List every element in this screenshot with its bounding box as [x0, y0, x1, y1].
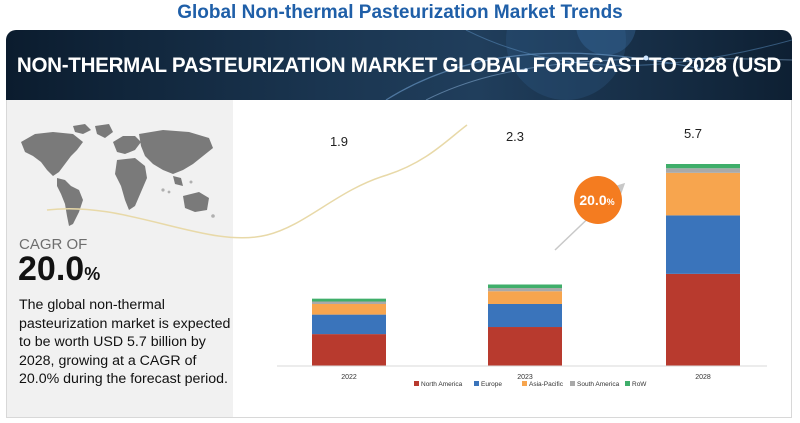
legend-swatch-asia-pacific	[522, 381, 527, 386]
legend-swatch-europe	[474, 381, 479, 386]
cagr-number: 20.0	[18, 250, 85, 288]
legend-label-asia-pacific: Asia-Pacific	[529, 381, 564, 388]
legend-label-south-america: South America	[577, 381, 620, 388]
total-label-2028: 5.7	[684, 126, 702, 141]
total-label-2022: 1.9	[330, 134, 348, 149]
bar-2023-asia-pacific	[488, 291, 562, 304]
bar-2022-asia-pacific	[312, 303, 386, 315]
x-tick-2022: 2022	[341, 374, 357, 381]
bar-2023-south-america	[488, 288, 562, 292]
banner-decoration	[385, 30, 792, 100]
bar-2028-south-america	[666, 168, 740, 173]
growth-badge	[574, 176, 622, 224]
bar-2028-europe	[666, 215, 740, 274]
bar-2028-north-america	[666, 273, 740, 366]
cagr-value: 20.0%	[18, 250, 100, 289]
bar-2023-europe	[488, 303, 562, 328]
x-tick-2023: 2023	[517, 374, 533, 381]
bar-2022-row	[312, 298, 386, 302]
legend-swatch-row	[625, 381, 630, 386]
bar-2022-europe	[312, 314, 386, 335]
chart-title: NON-THERMAL PASTEURIZATION MARKET GLOBAL…	[16, 54, 782, 77]
growth-badge-value: 20.0	[579, 192, 606, 208]
content-panel: CAGR OF 20.0% The global non-thermal pas…	[6, 100, 792, 418]
legend-label-row: RoW	[632, 381, 647, 388]
title-banner: NON-THERMAL PASTEURIZATION MARKET GLOBAL…	[6, 30, 792, 100]
bar-2022-south-america	[312, 301, 386, 304]
cagr-label: CAGR OF	[19, 236, 88, 253]
legend-swatch-north-america	[414, 381, 419, 386]
world-map-icon	[21, 124, 215, 226]
legend-label-north-america: North America	[421, 381, 463, 388]
market-description: The global non-thermal pasteurization ma…	[19, 297, 231, 387]
cagr-unit: %	[84, 264, 101, 284]
total-label-2023: 2.3	[506, 129, 524, 144]
svg-text:20.0%: 20.0%	[579, 192, 614, 208]
page-title: Global Non-thermal Pasteurization Market…	[177, 2, 623, 23]
decorative-trend-line	[46, 124, 468, 239]
stacked-bar-chart: 2022 2023 2028 1.9 2.3 5.7 North America Euro…	[46, 124, 767, 388]
x-tick-2028: 2028	[695, 374, 711, 381]
bar-2028-asia-pacific	[666, 172, 740, 216]
bar-2022-north-america	[312, 334, 386, 366]
bar-2023-row	[488, 284, 562, 289]
bar-2028-row	[666, 164, 740, 169]
legend-swatch-south-america	[570, 381, 575, 386]
left-info-panel: CAGR OF 20.0% The global non-thermal pas…	[7, 100, 233, 417]
legend-label-europe: Europe	[481, 381, 502, 388]
bar-2023-north-america	[488, 327, 562, 366]
growth-badge-unit: %	[607, 197, 615, 207]
